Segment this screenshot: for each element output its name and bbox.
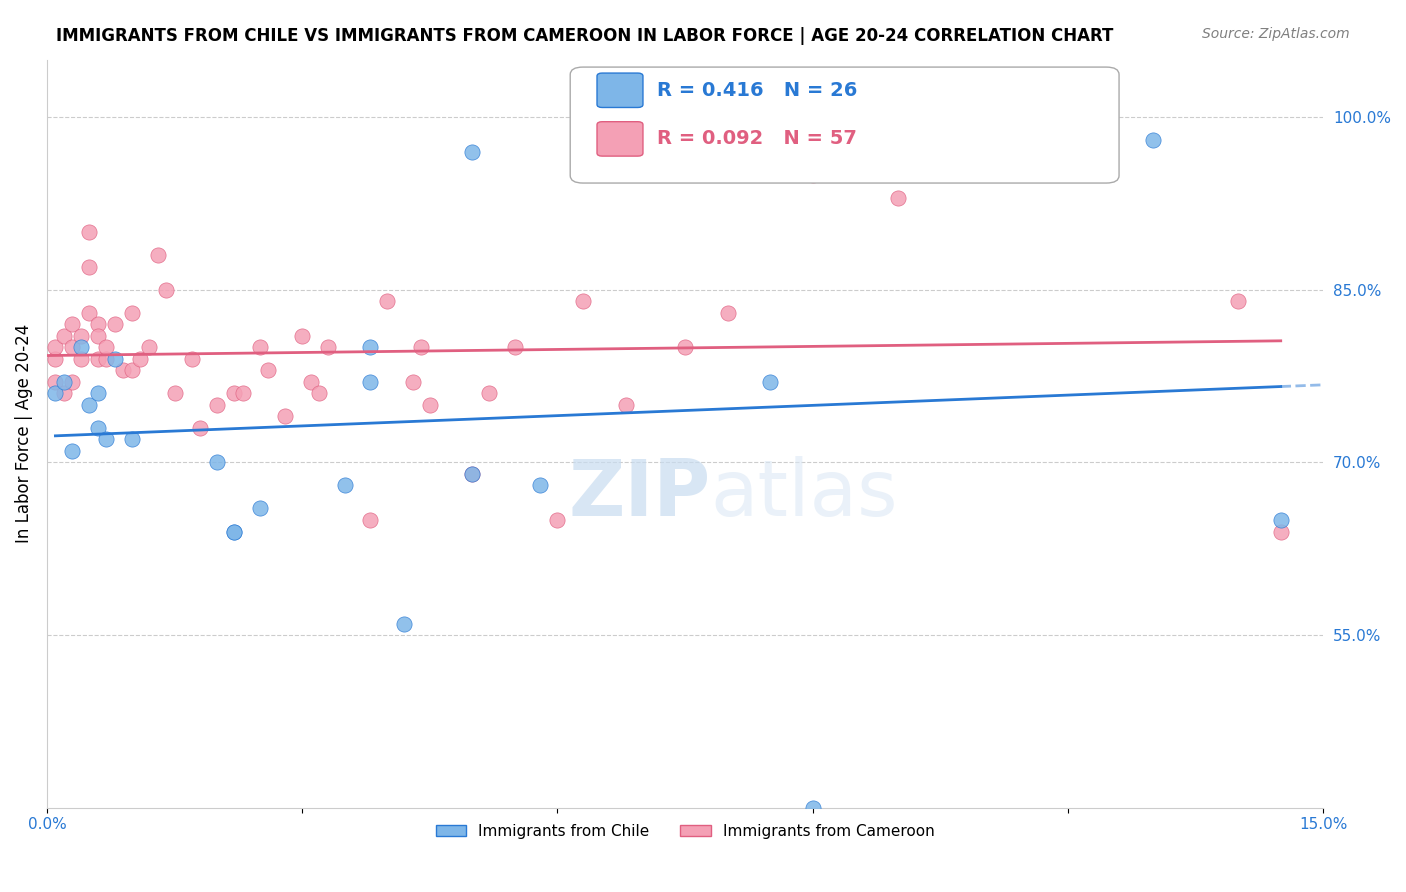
Point	[844, 121, 866, 136]
Point	[79, 306, 101, 320]
Point	[121, 306, 143, 320]
Point	[801, 168, 824, 182]
Text: atlas: atlas	[710, 456, 898, 532]
Point	[478, 386, 501, 401]
Point	[188, 421, 211, 435]
Point	[333, 478, 356, 492]
FancyBboxPatch shape	[598, 73, 643, 107]
Point	[375, 294, 398, 309]
Point	[52, 375, 75, 389]
Point	[129, 351, 152, 366]
Point	[274, 409, 297, 424]
Point	[87, 318, 110, 332]
Point	[87, 421, 110, 435]
Point	[299, 375, 322, 389]
Text: R = 0.416   N = 26: R = 0.416 N = 26	[657, 81, 858, 100]
Text: Source: ZipAtlas.com: Source: ZipAtlas.com	[1202, 27, 1350, 41]
Point	[419, 398, 441, 412]
Point	[180, 351, 202, 366]
Point	[62, 340, 84, 354]
Point	[104, 351, 127, 366]
Point	[87, 329, 110, 343]
Point	[44, 375, 66, 389]
Point	[887, 191, 910, 205]
Point	[316, 340, 339, 354]
Legend: Immigrants from Chile, Immigrants from Cameroon: Immigrants from Chile, Immigrants from C…	[429, 818, 941, 845]
Point	[1270, 513, 1292, 527]
Point	[52, 329, 75, 343]
Point	[121, 433, 143, 447]
Point	[62, 444, 84, 458]
Point	[44, 340, 66, 354]
Point	[44, 351, 66, 366]
Point	[87, 351, 110, 366]
Point	[79, 398, 101, 412]
Point	[801, 801, 824, 815]
Point	[163, 386, 186, 401]
Point	[70, 340, 93, 354]
Point	[503, 340, 526, 354]
Point	[138, 340, 160, 354]
Point	[249, 501, 271, 516]
Point	[87, 386, 110, 401]
Point	[232, 386, 254, 401]
Point	[257, 363, 280, 377]
Point	[673, 340, 696, 354]
Point	[1142, 133, 1164, 147]
Point	[359, 340, 381, 354]
FancyBboxPatch shape	[598, 121, 643, 156]
Point	[52, 386, 75, 401]
Point	[572, 294, 595, 309]
Point	[79, 225, 101, 239]
Point	[155, 283, 177, 297]
Point	[461, 145, 484, 159]
Y-axis label: In Labor Force | Age 20-24: In Labor Force | Age 20-24	[15, 324, 32, 543]
Point	[205, 398, 228, 412]
Point	[104, 318, 127, 332]
Point	[394, 616, 416, 631]
Text: IMMIGRANTS FROM CHILE VS IMMIGRANTS FROM CAMEROON IN LABOR FORCE | AGE 20-24 COR: IMMIGRANTS FROM CHILE VS IMMIGRANTS FROM…	[56, 27, 1114, 45]
FancyBboxPatch shape	[571, 67, 1119, 183]
Text: ZIP: ZIP	[568, 456, 710, 532]
Point	[461, 467, 484, 481]
Point	[411, 340, 433, 354]
Point	[291, 329, 314, 343]
Point	[205, 455, 228, 469]
Point	[359, 513, 381, 527]
Point	[308, 386, 330, 401]
Point	[70, 329, 93, 343]
Point	[546, 513, 568, 527]
Point	[44, 386, 66, 401]
Point	[359, 375, 381, 389]
Point	[96, 433, 118, 447]
Point	[402, 375, 425, 389]
Point	[222, 524, 245, 539]
Point	[717, 306, 740, 320]
Point	[121, 363, 143, 377]
Point	[249, 340, 271, 354]
Point	[844, 121, 866, 136]
Point	[62, 318, 84, 332]
Point	[222, 524, 245, 539]
Point	[759, 375, 782, 389]
Point	[614, 398, 637, 412]
Point	[529, 478, 551, 492]
Point	[112, 363, 135, 377]
Point	[1270, 524, 1292, 539]
Point	[62, 375, 84, 389]
Point	[96, 351, 118, 366]
Point	[146, 248, 169, 262]
Point	[96, 340, 118, 354]
Point	[222, 386, 245, 401]
Text: R = 0.092   N = 57: R = 0.092 N = 57	[657, 129, 856, 148]
Point	[79, 260, 101, 274]
Point	[1227, 294, 1250, 309]
Point	[461, 467, 484, 481]
Point	[70, 351, 93, 366]
